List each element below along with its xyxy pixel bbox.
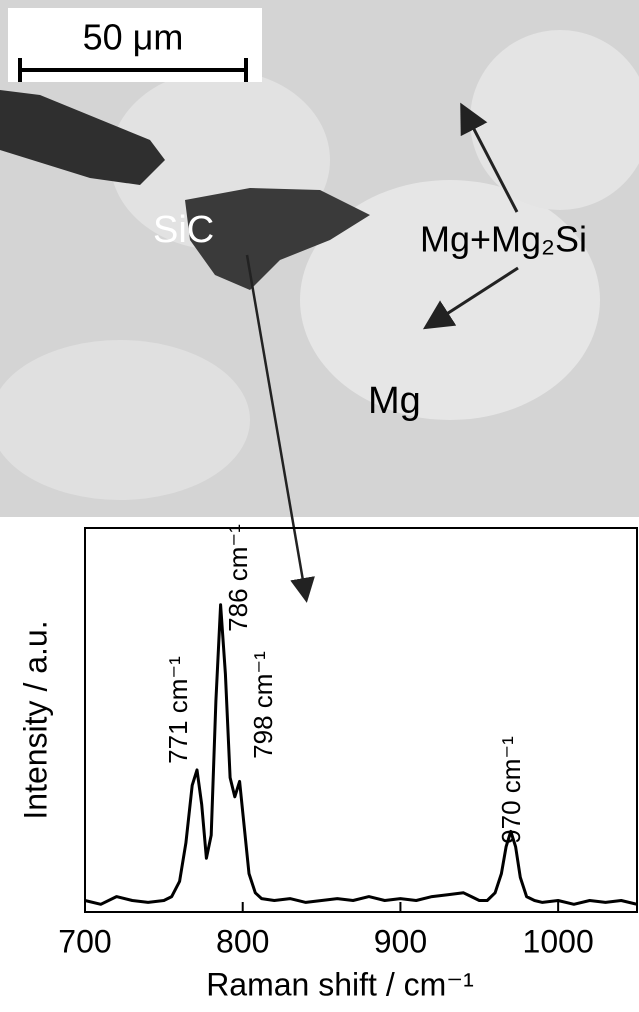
x-tick-label: 700 (58, 923, 111, 959)
x-tick-label: 900 (374, 923, 427, 959)
x-tick-label: 1000 (523, 923, 594, 959)
figure: 50 μm SiC Mg+Mg₂Si Mg Raman shift / cm⁻¹… (0, 0, 639, 1007)
micrograph: 50 μm SiC Mg+Mg₂Si Mg (0, 0, 639, 517)
x-tick-label: 800 (216, 923, 269, 959)
scale-bar-label: 50 μm (83, 17, 184, 58)
peak-label: 786 cm⁻¹ (223, 524, 253, 632)
sic-label: SiC (153, 209, 214, 251)
x-axis-label: Raman shift / cm⁻¹ (206, 966, 474, 1002)
mg-label: Mg (368, 380, 421, 422)
y-axis-label: Intensity / a.u. (17, 620, 53, 819)
peak-label: 771 cm⁻¹ (163, 656, 193, 764)
peak-label: 970 cm⁻¹ (496, 736, 526, 844)
peak-label: 798 cm⁻¹ (248, 651, 278, 759)
phase-label: Mg+Mg₂Si (420, 219, 587, 260)
